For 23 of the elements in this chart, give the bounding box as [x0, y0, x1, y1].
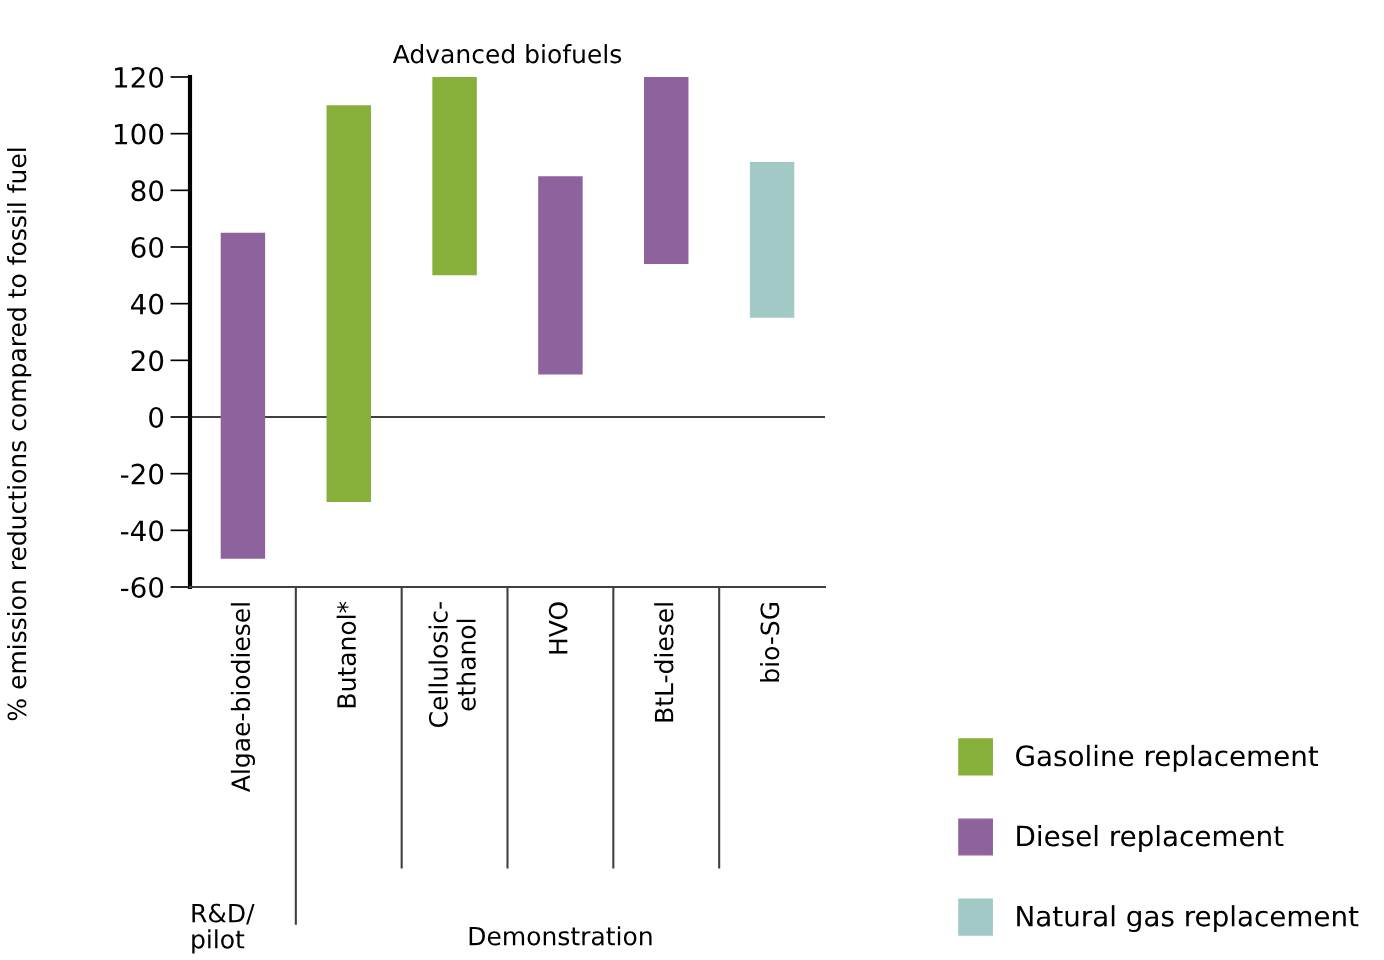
legend-label: Gasoline replacement: [1016, 744, 1319, 772]
x-tick-label: Butanol*: [336, 601, 356, 708]
y-tick-label: 120: [115, 66, 164, 88]
legend-label: Natural gas replacement: [1017, 905, 1359, 933]
text: R&D/ pilot: [192, 903, 255, 954]
y-tick-label: -60: [120, 576, 164, 598]
y-tick-label: 40: [131, 293, 164, 315]
y-tick-label: -40: [120, 520, 164, 542]
y-tick-label: 80: [131, 180, 164, 202]
x-tick-label: Cellulosic- ethanol: [428, 602, 476, 728]
x-tick-label: BtL-diesel: [654, 603, 674, 722]
y-tick-label: 60: [131, 236, 164, 258]
x-tick-label: HVO: [548, 602, 568, 654]
y-tick-label: 20: [131, 350, 164, 372]
y-tick-label: 100: [115, 123, 164, 145]
chart-title: Advanced biofuels: [392, 44, 622, 64]
x-tick-label: bio-SG: [759, 602, 780, 682]
x-tick-label: Algae-biodiesel: [230, 603, 256, 792]
y-axis-title: % emission reductions compared to fossil fuel: [7, 148, 32, 721]
legend-label: Diesel replacement: [1017, 825, 1284, 852]
y-tick-label: -20: [120, 463, 164, 485]
y-tick-label: 0: [149, 406, 164, 428]
text: Demonstration: [469, 926, 652, 946]
